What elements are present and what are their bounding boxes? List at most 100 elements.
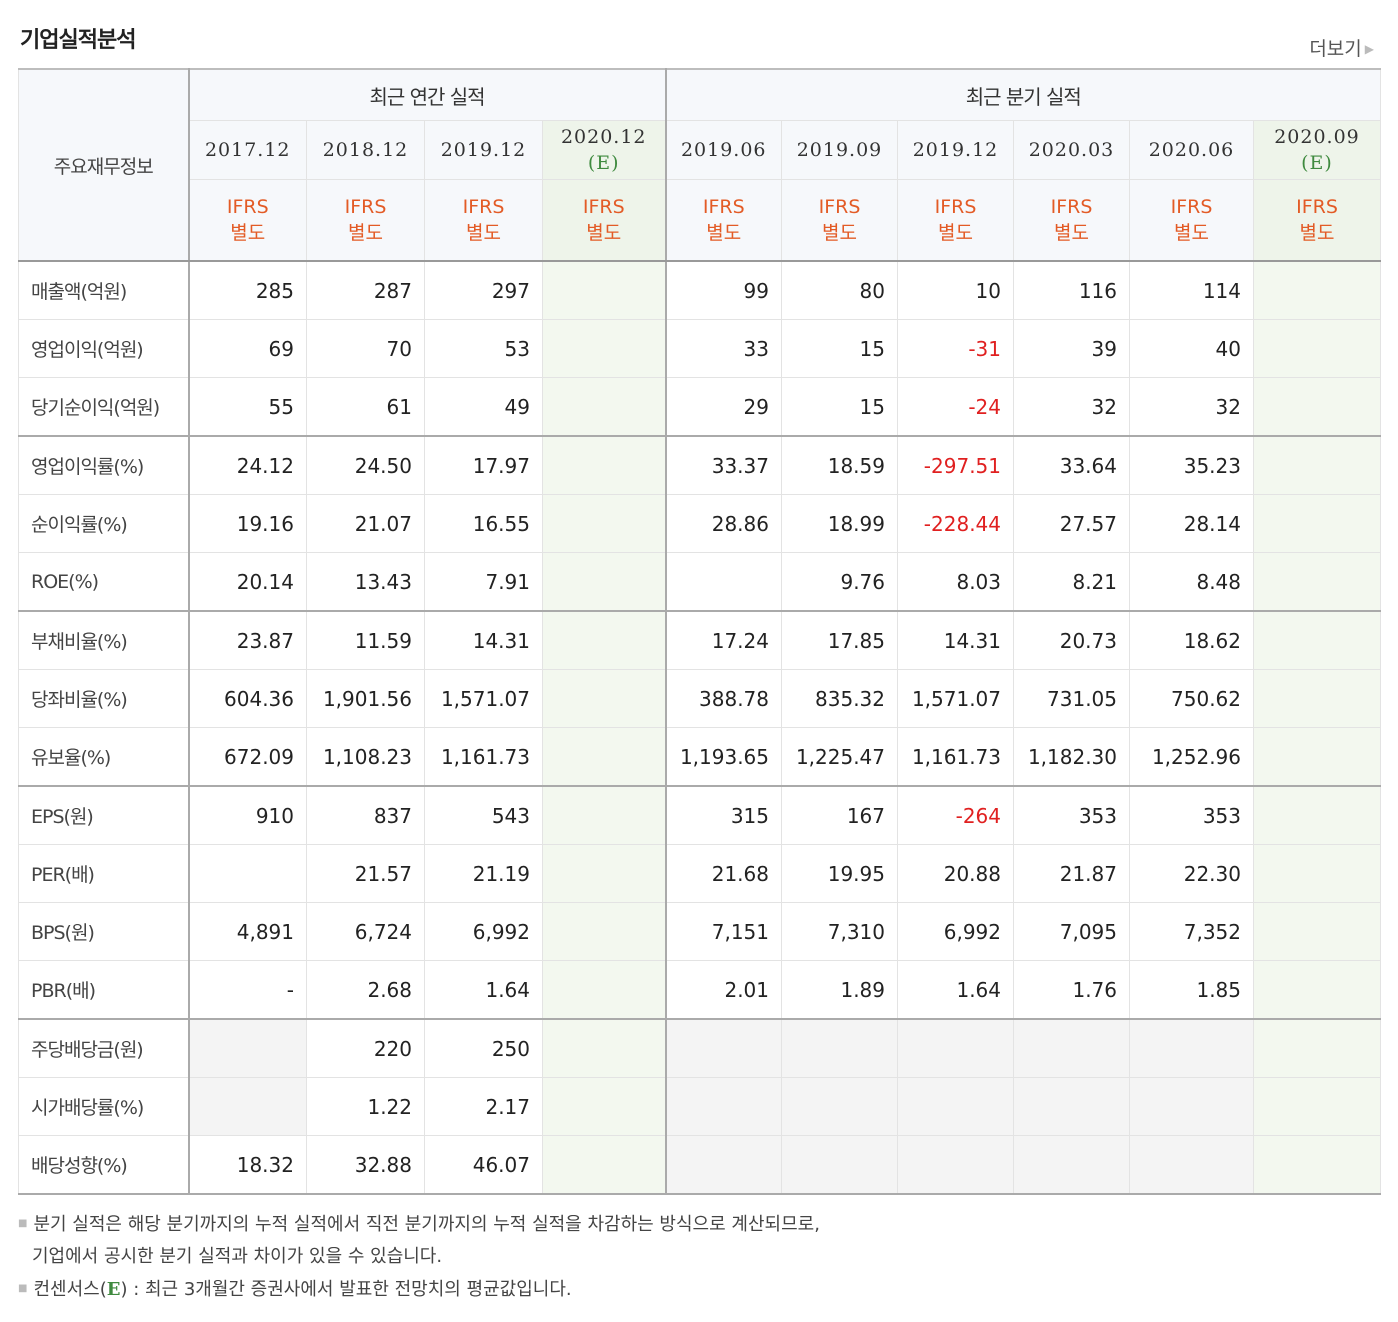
footnotes: ■ 분기 실적은 해당 분기까지의 누적 실적에서 직전 분기까지의 누적 실적을… [18,1208,820,1306]
value-cell: 14.31 [424,610,543,670]
value-cell: 19.16 [188,494,307,553]
value-cell: 35.23 [1129,435,1254,495]
value-cell: 604.36 [188,669,307,728]
value-cell: 33.64 [1013,435,1130,495]
period-label: 2020.12 [560,126,647,148]
value-cell: 353 [1013,785,1130,845]
value-cell: -24 [897,377,1014,437]
table-row: 순이익률(%) 19.16 21.07 16.55 28.86 18.99 -228.44 2… [18,494,1381,553]
value-cell: 114 [1129,260,1254,320]
separate-label: 별도 [1174,222,1209,244]
ifrs-header: IFRS 별도 [1129,179,1254,262]
value-cell: 14.31 [897,610,1014,670]
period-label: 2020.09 [1274,126,1360,148]
table-row: 시가배당률(%) 1.22 2.17 [18,1077,1381,1136]
value-cell: 731.05 [1013,669,1130,728]
bullet-icon: ■ [18,1283,28,1294]
financial-table: 주요재무정보 최근 연간 실적 최근 분기 실적 2017.12 2018.12 2… [18,68,1381,1195]
value-cell [542,610,667,670]
value-cell: 835.32 [781,669,898,728]
value-cell: 1,571.07 [424,669,543,728]
row-label: ROE(%) [18,552,190,612]
period-label: 2019.12 [912,139,999,161]
value-cell [1013,1135,1130,1195]
row-label: 영업이익률(%) [18,435,190,495]
value-cell: 672.09 [188,727,307,787]
value-cell: 33.37 [665,435,782,495]
separate-label: 별도 [938,222,973,244]
value-cell: 353 [1129,785,1254,845]
value-cell: 21.87 [1013,844,1130,903]
more-link[interactable]: 더보기 ▶ [1309,34,1374,61]
row-label: 부채비율(%) [18,610,190,670]
value-cell: 1,193.65 [665,727,782,787]
value-cell [542,552,667,612]
value-cell: 32 [1129,377,1254,437]
value-cell [542,377,667,437]
value-cell [665,1018,782,1078]
value-cell: 40 [1129,319,1254,378]
row-label: BPS(원) [18,902,190,961]
period-label: 2017.12 [204,139,291,161]
value-cell: 1.64 [424,960,543,1020]
value-cell [542,960,667,1020]
value-cell: 4,891 [188,902,307,961]
value-cell: 750.62 [1129,669,1254,728]
value-cell [665,1077,782,1136]
value-cell: 18.99 [781,494,898,553]
ifrs-header: IFRS 별도 [781,179,898,262]
value-cell [542,785,667,845]
value-cell: 1,252.96 [1129,727,1254,787]
value-cell: 13.43 [306,552,425,612]
value-cell: 17.85 [781,610,898,670]
separate-label: 별도 [706,222,742,244]
separate-label: 별도 [1054,222,1089,244]
period-label: 2019.09 [796,139,883,161]
value-cell: 837 [306,785,425,845]
row-label: EPS(원) [18,785,190,845]
value-cell [897,1135,1014,1195]
ifrs-header: IFRS 별도 [424,179,543,262]
period-header: 2019.09 [781,120,898,180]
value-cell [1129,1135,1254,1195]
value-cell: 11.59 [306,610,425,670]
row-label: 시가배당률(%) [18,1077,190,1136]
value-cell: 250 [424,1018,543,1078]
period-header: 2020.06 [1129,120,1254,180]
value-cell: 116 [1013,260,1130,320]
value-cell: 6,992 [897,902,1014,961]
ifrs-label: IFRS [702,196,745,218]
value-cell: 17.97 [424,435,543,495]
row-label: 유보율(%) [18,727,190,787]
value-cell: 910 [188,785,307,845]
value-cell [1253,610,1381,670]
value-cell: 28.86 [665,494,782,553]
value-cell: 16.55 [424,494,543,553]
value-cell: 1,182.30 [1013,727,1130,787]
value-cell: 8.48 [1129,552,1254,612]
value-cell: 1,161.73 [424,727,543,787]
value-cell [1129,1018,1254,1078]
value-cell [542,494,667,553]
value-cell: 29 [665,377,782,437]
annual-group-header: 최근 연간 실적 [188,68,667,121]
value-cell: 28.14 [1129,494,1254,553]
row-label: 배당성향(%) [18,1135,190,1195]
value-cell: 1.22 [306,1077,425,1136]
value-cell: 1,108.23 [306,727,425,787]
value-cell [188,844,307,903]
value-cell [188,1077,307,1136]
value-cell [1253,260,1381,320]
value-cell [1253,552,1381,612]
estimate-mark: (E) [587,152,620,174]
note-1: ■ 분기 실적은 해당 분기까지의 누적 실적에서 직전 분기까지의 누적 실적을… [18,1214,820,1235]
value-cell [1253,1135,1381,1195]
table-row: 영업이익률(%) 24.12 24.50 17.97 33.37 18.59 -297.51… [18,435,1381,495]
ifrs-header: IFRS 별도 [897,179,1014,262]
value-cell: 7,310 [781,902,898,961]
period-header: 2019.12 [424,120,543,180]
value-cell [542,319,667,378]
section-title: 기업실적분석 [20,28,136,53]
value-cell [1253,435,1381,495]
value-cell: 80 [781,260,898,320]
